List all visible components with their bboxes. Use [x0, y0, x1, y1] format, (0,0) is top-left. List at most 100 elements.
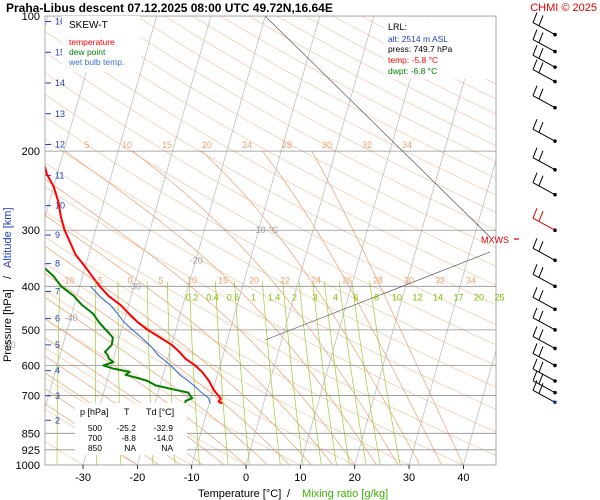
wind-barb-flag	[532, 59, 538, 70]
wind-barb-flag	[532, 172, 538, 183]
y-axis-label-separator: /	[2, 275, 14, 279]
series-wet-bulb	[90, 285, 211, 404]
isotherm-line	[463, 349, 496, 465]
isotherms	[45, 16, 496, 465]
y-axis-label-pressure: Pressure [hPa]	[2, 289, 14, 362]
moist-adiabat-label: 30	[404, 275, 414, 285]
pressure-tick-label: 200	[22, 146, 40, 158]
isotherm-label: -20	[190, 255, 203, 265]
pressure-tick-label: 850	[22, 428, 40, 440]
series-temperature	[45, 163, 223, 405]
wind-barb-shaft	[532, 273, 556, 287]
wind-barb-shaft	[532, 352, 556, 366]
mixing-ratio-lines	[56, 281, 401, 465]
temperature-tick-label: -30	[75, 472, 91, 484]
wind-barb-shaft	[532, 54, 556, 68]
altitude-label: 3	[55, 391, 60, 401]
table-row-500-p: 500	[88, 423, 102, 433]
lrl-box: LRL: alt: 2514 m ASL press: 749.7 hPa te…	[384, 17, 490, 79]
isotherm-line	[82, 16, 212, 465]
mxws-label: MXWS	[481, 235, 509, 245]
altitude-label: 4	[55, 366, 60, 376]
wind-barb-flag	[532, 44, 538, 56]
wind-barb-flag	[538, 32, 544, 43]
temperature-tick-label: -10	[184, 472, 200, 484]
inline-labels: -10 °C-20-30-40-50-60-70-80 °C5101520242…	[3, 140, 505, 350]
mixing-ratio-label: 1.4	[268, 292, 281, 302]
wind-barb-shaft	[532, 296, 556, 310]
x-axis-label-temperature: Temperature [°C]	[198, 488, 281, 500]
wind-barb-shaft	[532, 22, 556, 36]
temperature-tick-label: -20	[129, 472, 145, 484]
legend-temperature: temperature	[69, 37, 115, 47]
x-axis-label-separator: /	[287, 488, 291, 500]
moist-adiabat-label: 15	[218, 275, 228, 285]
moist-adiabat-label: 20	[202, 140, 212, 150]
mixing-ratio-line	[234, 281, 250, 465]
dry-adiabat-line	[107, 16, 496, 231]
mixing-ratio-line	[312, 281, 337, 465]
mixing-ratio-label: 17	[453, 292, 463, 302]
pressure-tick-label: 700	[22, 390, 40, 402]
table-row-700-td: -14.0	[154, 433, 174, 443]
table-row-700-p: 700	[88, 433, 102, 443]
legend: SKEW-T temperature dew point wet bulb te…	[62, 16, 140, 72]
wind-barb-flag	[538, 310, 544, 322]
mixing-ratio-label: 20	[474, 292, 484, 302]
pressure-tick-label: 100	[22, 11, 40, 23]
wind-barb-flag	[532, 370, 538, 381]
mixing-ratio-line	[323, 281, 350, 465]
wind-barb-flag	[538, 373, 544, 384]
wind-barb-flag	[532, 208, 538, 219]
altitude-label: 15	[55, 47, 65, 57]
wind-barb-flag	[532, 12, 538, 23]
moist-adiabat-label: 30	[322, 140, 332, 150]
dry-adiabat-line	[45, 139, 496, 388]
wind-barb-shaft	[532, 128, 556, 142]
mixing-ratio-label: 14	[433, 292, 443, 302]
mixing-ratio-label: 3	[312, 292, 317, 302]
moist-adiabat-label: 5	[158, 275, 163, 285]
lrl-dwpt: dwpt: -6.8 °C	[388, 66, 437, 76]
wind-barb-shaft	[532, 157, 556, 171]
table-row-700-t: -8.8	[121, 433, 136, 443]
mixing-ratio-line	[338, 281, 367, 465]
isotherm-line	[45, 16, 158, 410]
dry-adiabat-line	[45, 72, 496, 325]
pressure-tick-label: 300	[22, 225, 40, 237]
mixing-ratio-label: 1	[251, 292, 256, 302]
pressure-tick-label: 925	[22, 445, 40, 457]
wind-barb-shaft	[532, 335, 556, 349]
lrl-title: LRL:	[388, 22, 407, 32]
wind-barb-flag	[532, 29, 538, 40]
table-header-td: Td [°C]	[146, 407, 174, 417]
altitude-label: 14	[55, 78, 65, 88]
altitude-label: 16	[55, 17, 65, 27]
dry-adiabat-line	[164, 16, 496, 196]
wind-barb-flag	[538, 15, 544, 26]
mixing-ratio-line	[351, 281, 381, 465]
temperature-tick-label: 0	[243, 472, 249, 484]
mixing-ratio-label: 0.6	[227, 292, 240, 302]
moist-adiabat-label: 24	[242, 140, 252, 150]
wind-barb-flag	[538, 150, 544, 161]
mixing-ratio-label: 4	[333, 292, 338, 302]
mixing-ratio-label: 10	[392, 292, 402, 302]
series-dew-point	[45, 267, 194, 404]
mixing-ratio-line	[214, 281, 229, 465]
wind-barb-shaft	[532, 317, 556, 331]
wind-barb-shaft	[532, 247, 556, 261]
wind-barb-shaft	[532, 389, 556, 403]
wind-barbs	[532, 12, 557, 405]
pressure-tick-label: 1000	[16, 460, 40, 472]
wind-barb-flag	[538, 290, 544, 301]
wind-barb-flag	[538, 121, 544, 133]
mixing-ratio-label: 8	[374, 292, 379, 302]
wind-barb-flag	[532, 238, 538, 249]
pressure-tick-label: 500	[22, 325, 40, 337]
altitude-label: 12	[55, 140, 65, 150]
altitude-label: 11	[55, 170, 64, 180]
moist-adiabat-label: 15	[162, 140, 172, 150]
wind-barb-flag	[538, 88, 544, 99]
mixing-ratio-line	[56, 281, 61, 465]
